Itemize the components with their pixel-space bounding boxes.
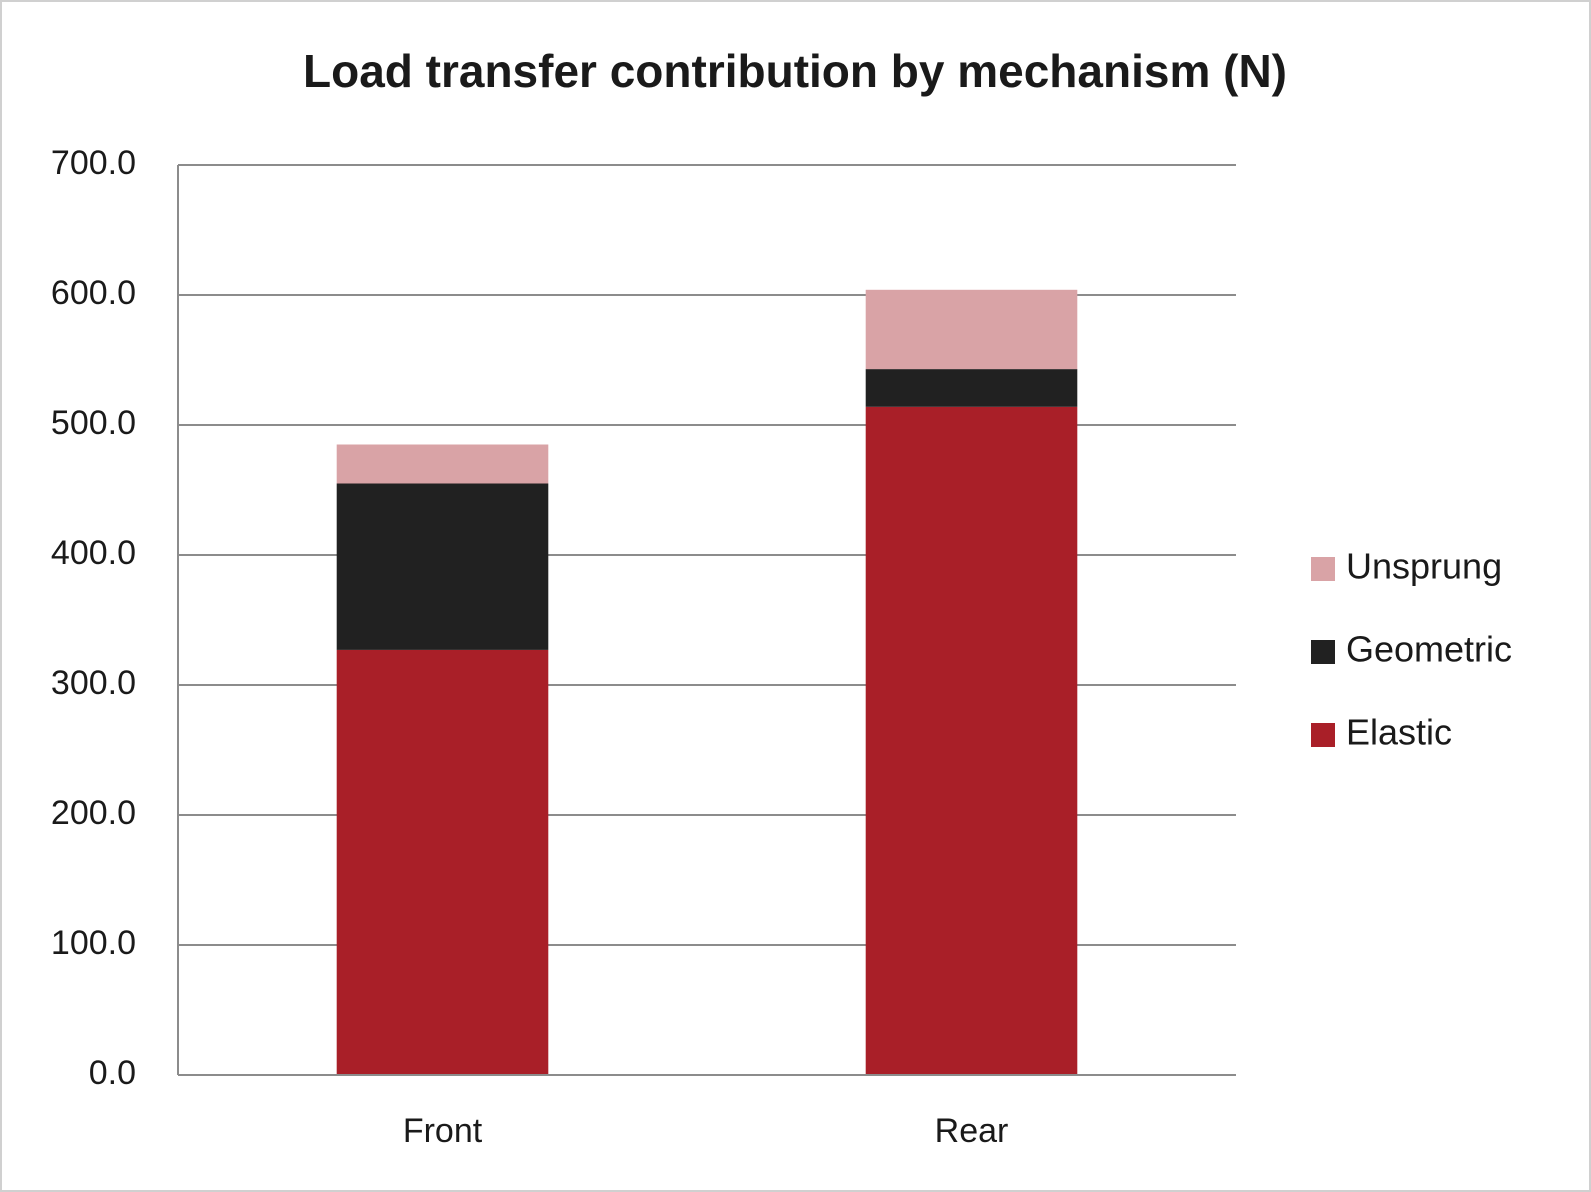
y-tick-label: 300.0 (51, 664, 136, 702)
x-tick-label: Front (403, 1112, 483, 1150)
y-tick-label: 200.0 (51, 794, 136, 832)
bar-segment (336, 483, 549, 650)
bar-segment (865, 369, 1078, 407)
y-tick-label: 700.0 (51, 144, 136, 182)
legend-label: Geometric (1346, 629, 1512, 670)
legend-swatch (1311, 557, 1335, 581)
bar-segment (865, 289, 1078, 370)
legend-label: Elastic (1346, 712, 1452, 753)
x-tick-label: Rear (935, 1112, 1009, 1150)
legend-swatch (1311, 640, 1335, 664)
legend-swatch (1311, 723, 1335, 747)
y-tick-label: 500.0 (51, 404, 136, 442)
bar-segment (336, 444, 549, 484)
y-tick-label: 100.0 (51, 924, 136, 962)
y-tick-label: 600.0 (51, 274, 136, 312)
y-tick-label: 400.0 (51, 534, 136, 572)
bar-segment (865, 406, 1078, 1075)
bar-segment (336, 649, 549, 1075)
chart-title: Load transfer contribution by mechanism … (303, 45, 1287, 97)
y-tick-label: 0.0 (89, 1054, 136, 1092)
legend-label: Unsprung (1346, 546, 1502, 587)
